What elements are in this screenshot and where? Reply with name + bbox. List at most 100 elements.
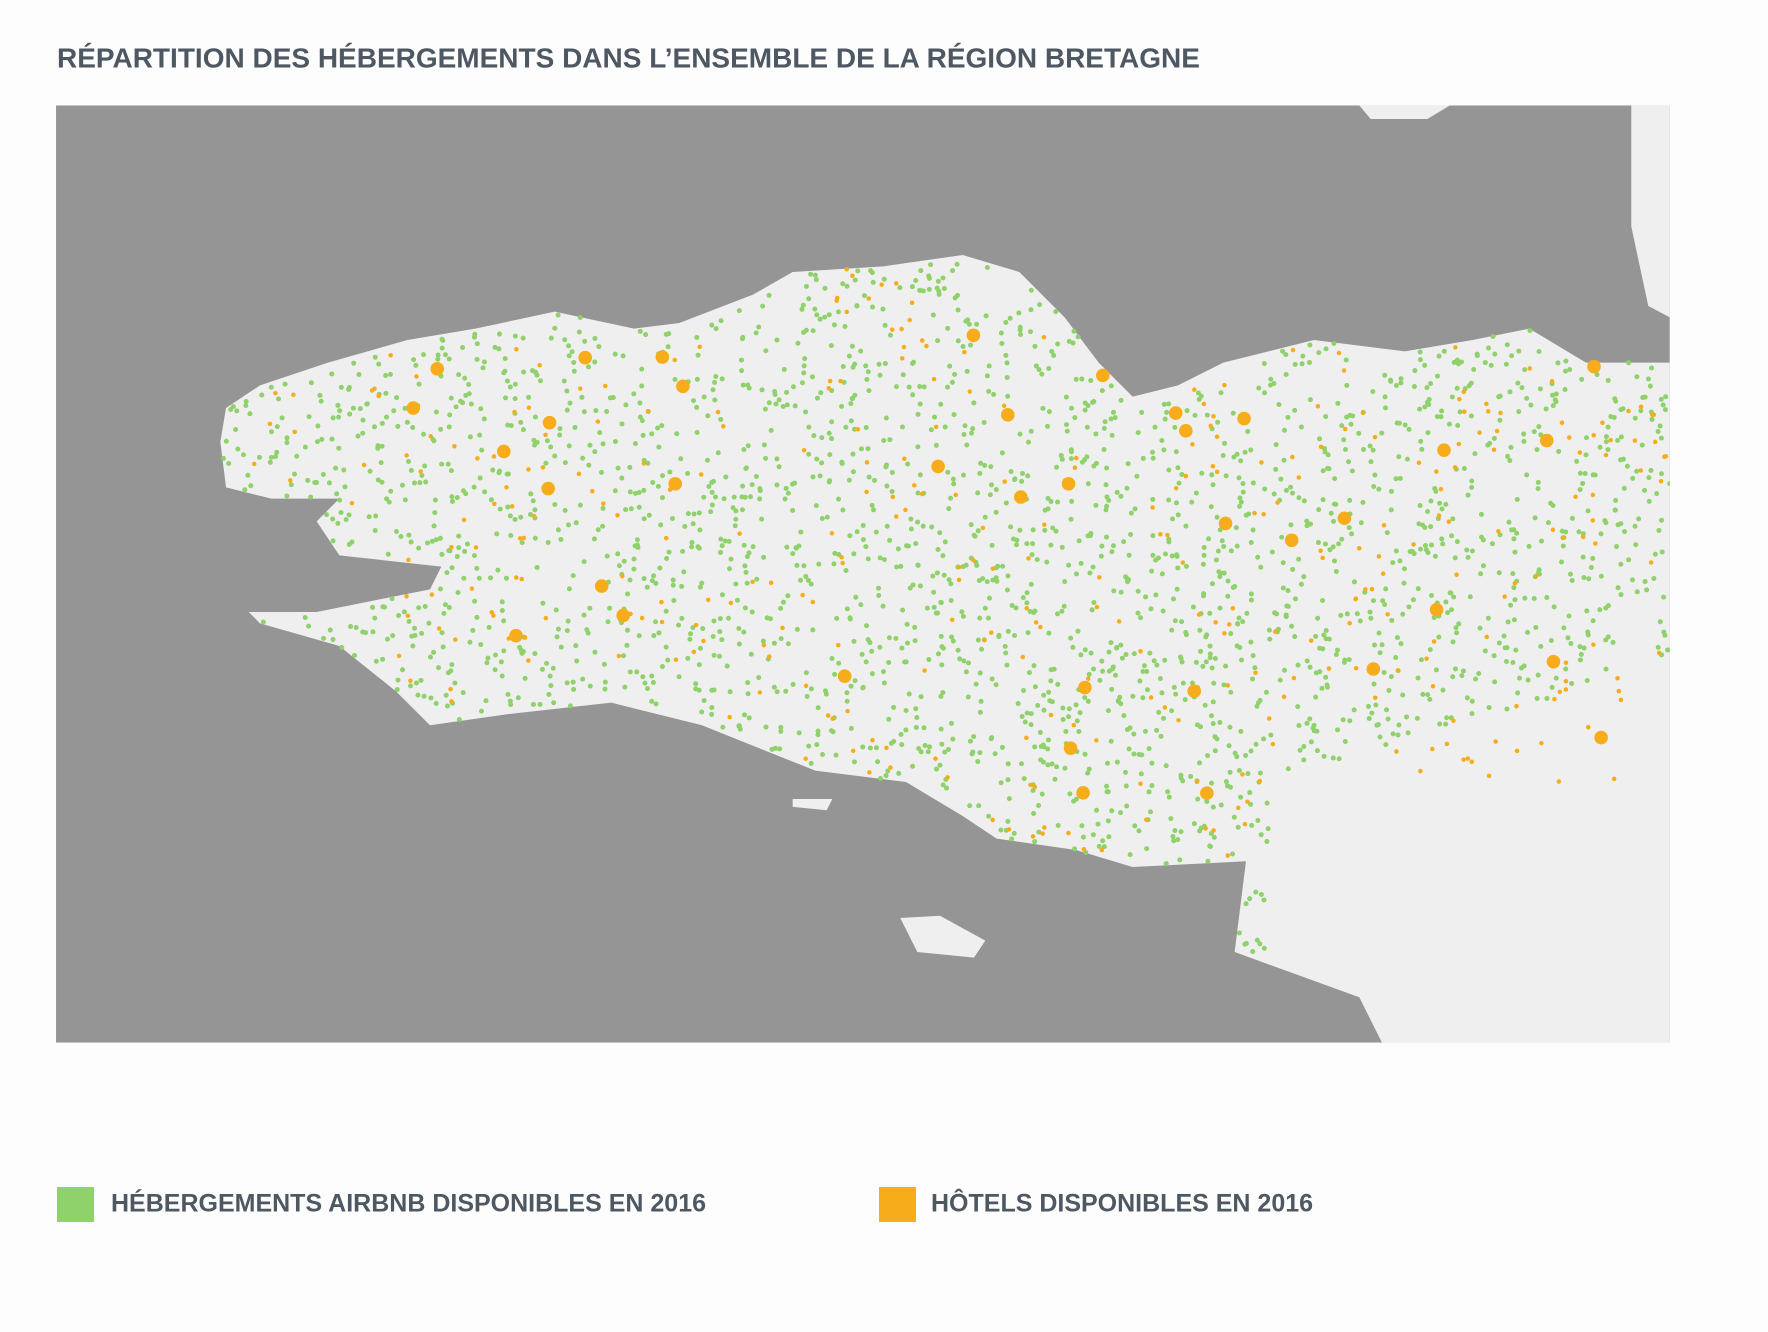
listing-dot: [1394, 749, 1399, 754]
listing-dot: [1549, 684, 1555, 690]
listing-dot: [837, 669, 852, 684]
listing-dot: [388, 488, 394, 494]
listing-dot: [1323, 346, 1329, 352]
listing-dot: [818, 390, 824, 396]
listing-dot: [977, 470, 983, 476]
listing-dot: [1173, 485, 1179, 491]
listing-dot: [710, 633, 716, 639]
listing-dot: [436, 626, 442, 631]
listing-dot: [940, 275, 946, 281]
listing-dot: [974, 321, 980, 327]
listing-dot: [1418, 438, 1424, 444]
listing-dot: [889, 488, 895, 494]
listing-dot: [915, 444, 921, 450]
listing-dot: [1138, 771, 1144, 777]
listing-dot: [1634, 589, 1640, 595]
listing-dot: [1517, 675, 1523, 681]
listing-dot: [1527, 328, 1533, 334]
listing-dot: [947, 363, 953, 369]
listing-dot: [612, 351, 618, 357]
listing-dot: [858, 602, 864, 608]
listing-dot: [1420, 522, 1426, 528]
listing-dot: [693, 622, 699, 628]
listing-dot: [576, 329, 582, 335]
listing-dot: [526, 658, 531, 663]
listing-dot: [1340, 717, 1346, 723]
listing-dot: [886, 716, 892, 722]
listing-dot: [1590, 472, 1596, 478]
listing-dot: [586, 462, 592, 468]
listing-dot: [1140, 668, 1146, 674]
listing-dot: [1304, 720, 1310, 726]
listing-dot: [1291, 675, 1297, 681]
listing-dot: [1649, 416, 1655, 422]
listing-dot: [701, 494, 707, 500]
listing-dot: [945, 384, 951, 390]
listing-dot: [1438, 414, 1444, 420]
listing-dot: [370, 604, 376, 610]
listing-dot: [1154, 662, 1160, 668]
listing-dot: [1343, 447, 1349, 453]
listing-dot: [1004, 360, 1010, 366]
listing-dot: [1411, 383, 1417, 389]
listing-dot: [1346, 459, 1352, 465]
listing-dot: [496, 346, 502, 352]
listing-dot: [1330, 755, 1336, 761]
listing-dot: [499, 599, 505, 605]
listing-dot: [939, 662, 945, 668]
listing-dot: [1165, 532, 1170, 538]
listing-dot: [305, 477, 311, 483]
listing-dot: [461, 517, 467, 523]
listing-dot: [774, 689, 780, 695]
listing-dot: [869, 648, 875, 654]
listing-dot: [593, 408, 599, 414]
listing-dot: [1450, 674, 1456, 680]
listing-dot: [924, 605, 930, 611]
listing-dot: [712, 494, 718, 500]
listing-dot: [1553, 675, 1559, 681]
listing-dot: [1654, 491, 1660, 497]
listing-dot: [1385, 716, 1391, 722]
listing-dot: [948, 581, 954, 587]
listing-dot: [909, 361, 915, 367]
listing-dot: [640, 432, 646, 438]
listing-dot: [1384, 707, 1390, 713]
listing-dot: [1099, 847, 1105, 853]
listing-dot: [1005, 628, 1011, 634]
listing-dot: [1314, 748, 1320, 754]
listing-dot: [865, 637, 871, 643]
listing-dot: [268, 454, 274, 460]
listing-dot: [548, 335, 554, 341]
listing-dot: [1072, 846, 1078, 852]
listing-dot: [1234, 543, 1240, 549]
listing-dot: [1248, 447, 1254, 453]
listing-dot: [1021, 687, 1027, 693]
listing-dot: [1210, 482, 1216, 488]
listing-dot: [721, 496, 727, 502]
listing-dot: [442, 602, 448, 608]
listing-dot: [1612, 507, 1618, 513]
listing-dot: [1307, 716, 1313, 722]
listing-dot: [1252, 665, 1258, 671]
listing-dot: [784, 402, 790, 408]
listing-dot: [1611, 414, 1617, 420]
listing-dot: [584, 627, 590, 633]
listing-dot: [348, 623, 354, 629]
listing-dot: [1103, 482, 1109, 488]
listing-dot: [778, 636, 784, 642]
listing-dot: [1580, 480, 1586, 486]
listing-dot: [292, 471, 298, 477]
listing-dot: [1207, 643, 1213, 649]
listing-dot: [1223, 663, 1229, 669]
listing-dot: [741, 712, 747, 718]
listing-dot: [1243, 940, 1249, 946]
listing-dot: [1280, 585, 1286, 591]
listing-dot: [1633, 542, 1639, 548]
listing-dot: [1191, 821, 1197, 827]
listing-dot: [571, 686, 577, 692]
listing-dot: [391, 408, 397, 414]
listing-dot: [814, 312, 820, 318]
listing-dot: [585, 364, 591, 370]
listing-dot: [1423, 547, 1429, 553]
listing-dot: [814, 456, 820, 462]
